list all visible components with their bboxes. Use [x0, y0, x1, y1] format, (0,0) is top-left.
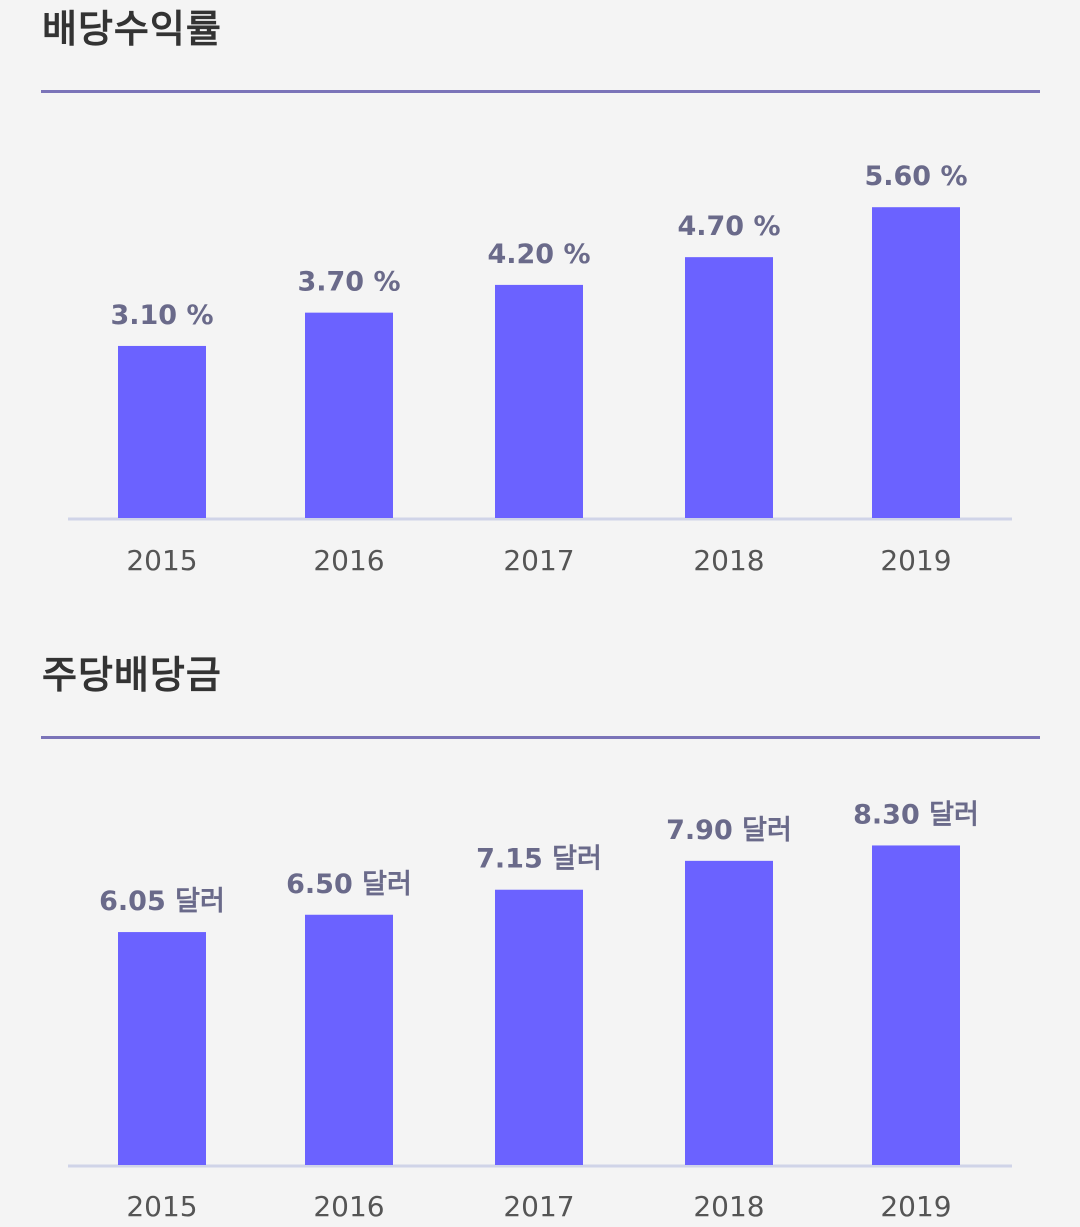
dividend-yield-chart: 3.10 % 2015 3.70 % 2016 4.20 % 2017 4.70 % 2018… [68, 161, 1012, 577]
dividend-per-share-chart: 6.05 달러 2015 6.50 달러 2016 7.15 달러 2017 7.90 달러… [68, 799, 1012, 1223]
x-tick-2017: 2017 [503, 544, 574, 577]
x-tick-2016: 2016 [313, 1190, 384, 1223]
bar-2015 [118, 345, 206, 518]
x-tick-2016: 2016 [313, 544, 384, 577]
data-label-2017: 4.20 % [487, 239, 590, 270]
title-divider [41, 736, 1040, 739]
data-label-2018: 7.90 달러 [666, 815, 792, 846]
bar-2018 [685, 257, 773, 518]
data-label-2016: 6.50 달러 [286, 869, 412, 900]
data-label-2015: 6.05 달러 [99, 886, 225, 917]
x-tick-2019: 2019 [880, 1190, 951, 1223]
x-tick-2019: 2019 [880, 544, 951, 577]
bar-2019 [872, 845, 960, 1165]
data-label-2018: 4.70 % [677, 211, 780, 242]
bar-2016 [305, 312, 393, 518]
data-label-2015: 3.10 % [110, 300, 213, 331]
dividend-per-share-title: 주당배당금 [42, 653, 222, 697]
x-tick-2015: 2015 [126, 1190, 197, 1223]
bar-2019 [872, 207, 960, 518]
x-tick-2015: 2015 [126, 544, 197, 577]
dividend-per-share-section: 주당배당금 6.05 달러 2015 6.50 달러 2016 7.15 달러 2017 7… [0, 646, 1080, 1227]
bar-2016 [305, 914, 393, 1165]
data-label-2016: 3.70 % [297, 267, 400, 298]
bar-2017 [495, 284, 583, 518]
x-tick-2017: 2017 [503, 1190, 574, 1223]
data-label-2019: 8.30 달러 [853, 799, 979, 830]
title-divider [41, 90, 1040, 93]
x-tick-2018: 2018 [693, 544, 764, 577]
dividend-yield-title: 배당수익률 [42, 7, 222, 51]
data-label-2019: 5.60 % [864, 161, 967, 192]
data-label-2017: 7.15 달러 [476, 844, 602, 875]
bar-2018 [685, 860, 773, 1165]
bar-2015 [118, 932, 206, 1165]
dividend-yield-section: 배당수익률 3.10 % 2015 3.70 % 2016 4.20 % 2017 4.70… [0, 0, 1080, 600]
bar-2017 [495, 889, 583, 1165]
x-tick-2018: 2018 [693, 1190, 764, 1223]
